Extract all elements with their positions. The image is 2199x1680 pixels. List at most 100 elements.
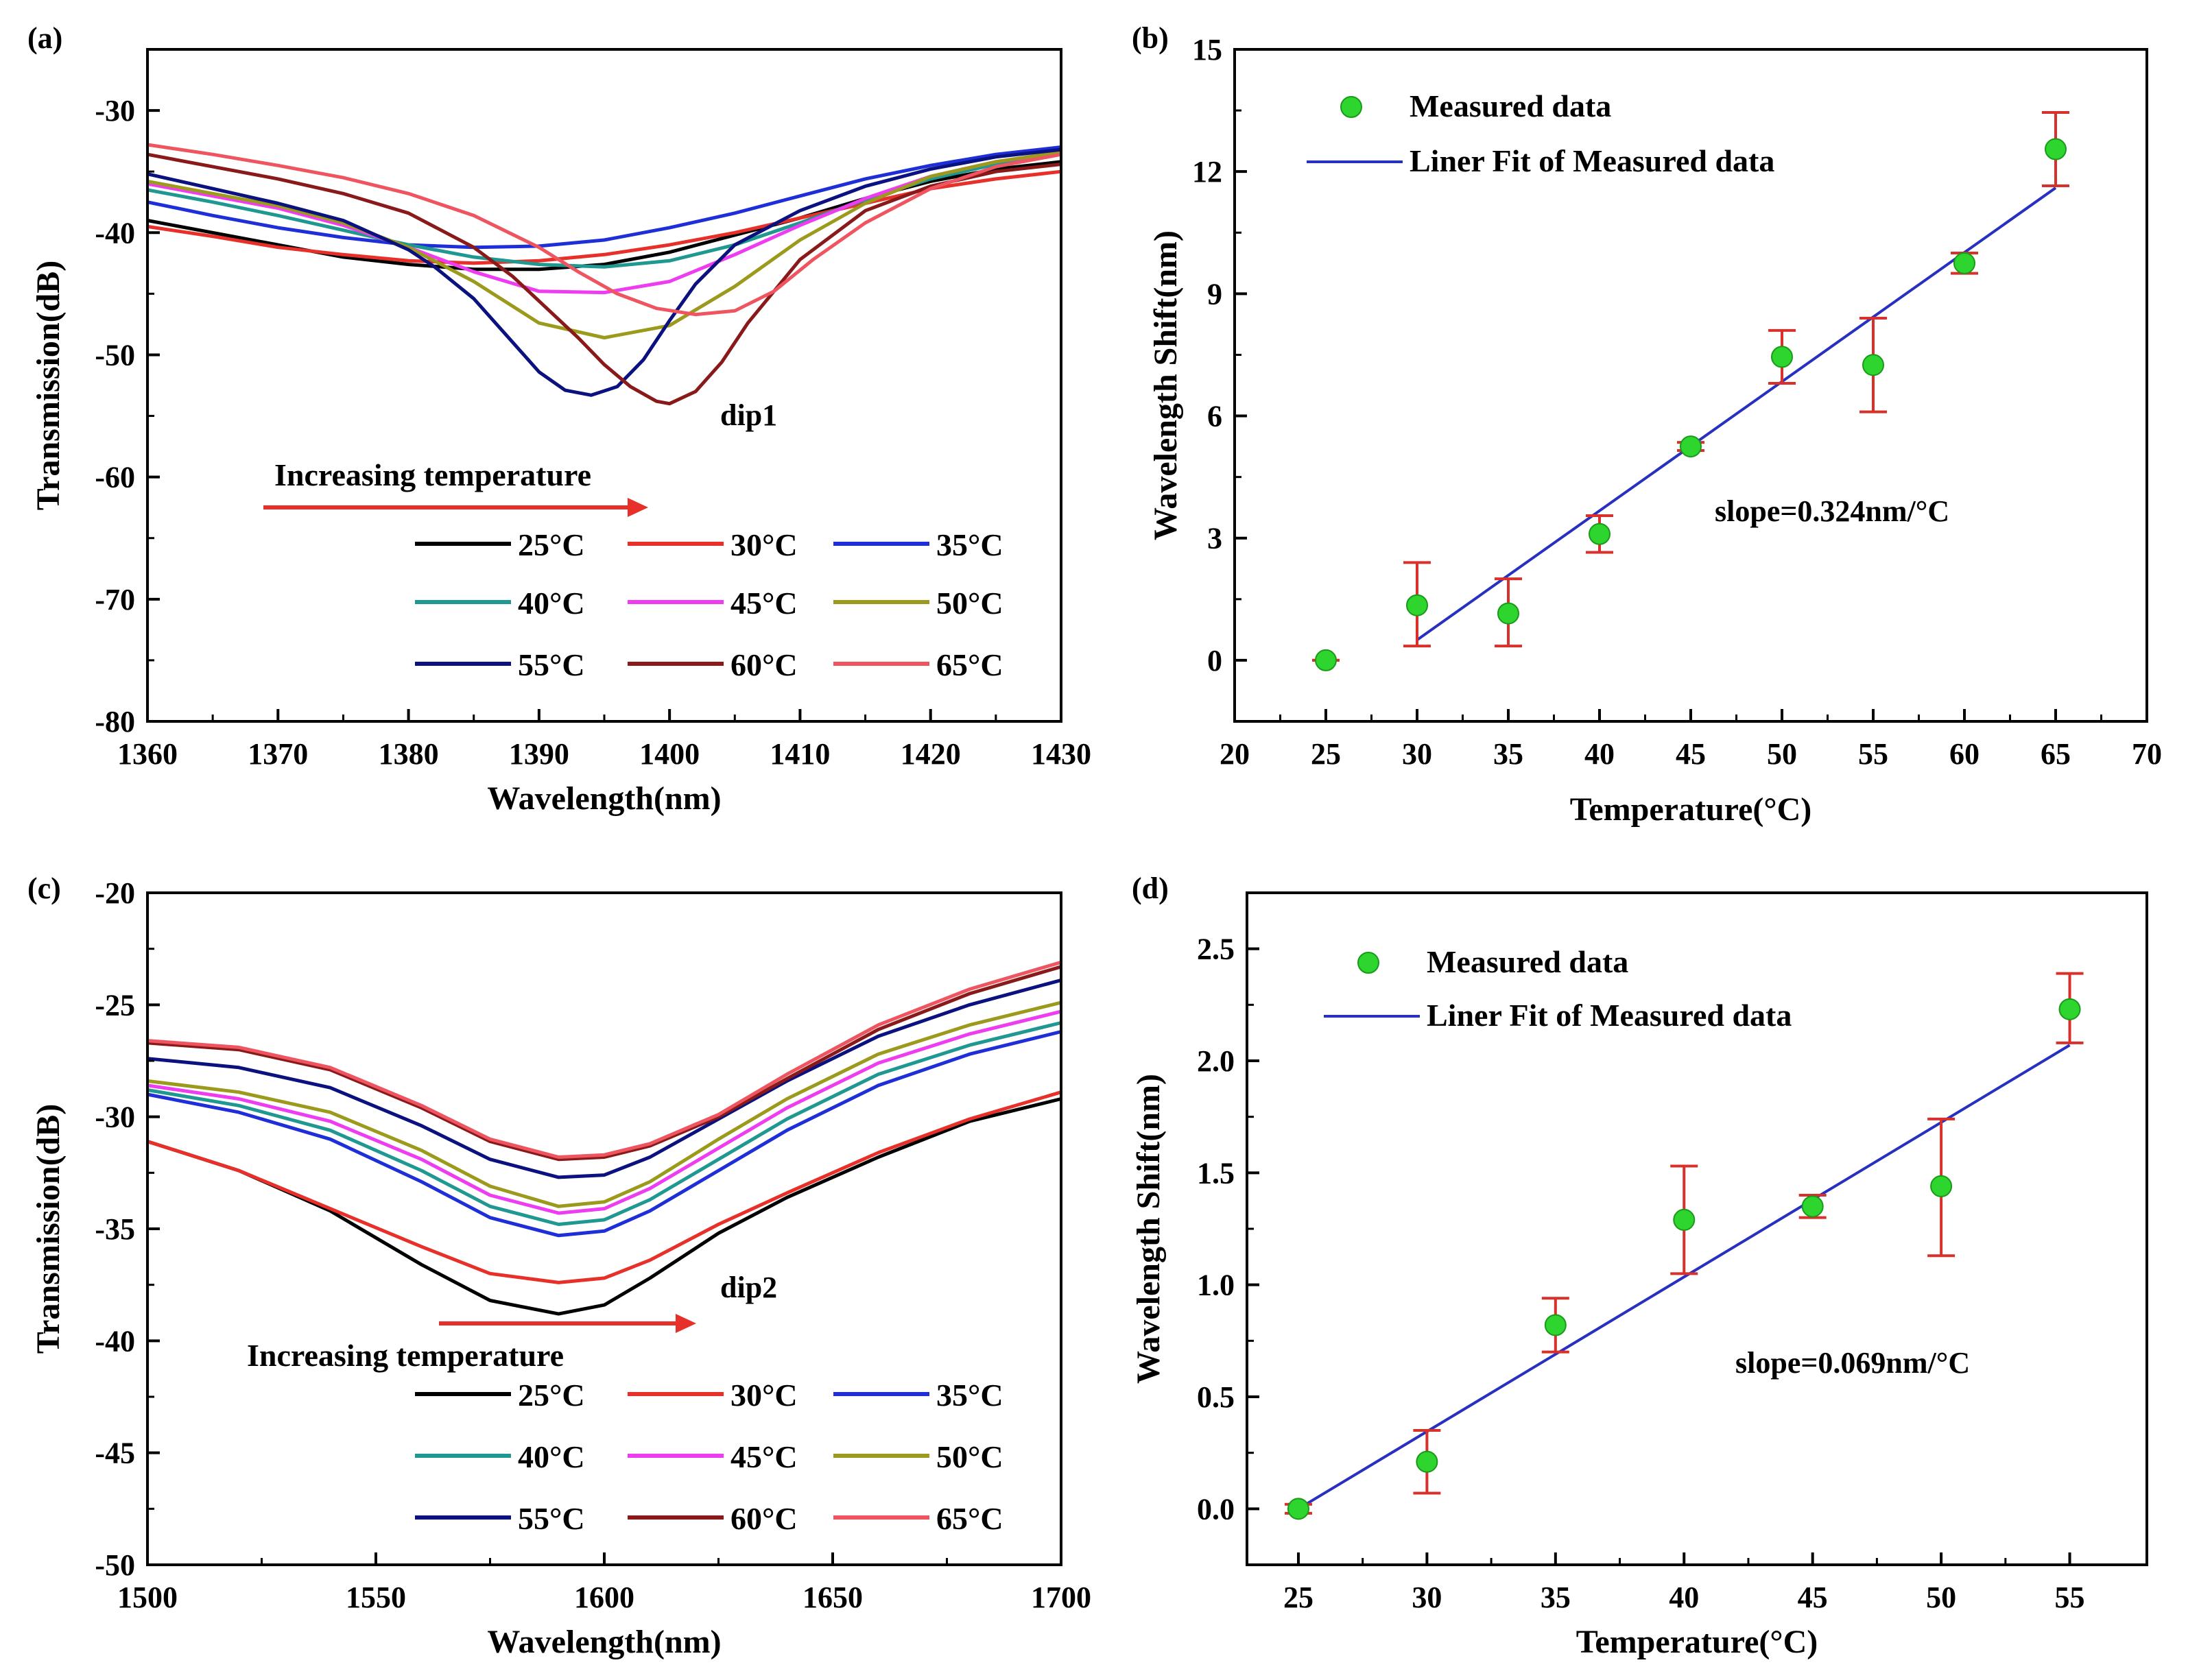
panel-d-fit (1297, 1044, 2071, 1511)
legend-label: 45°C (730, 1439, 798, 1474)
x-tick-label: 55 (1858, 737, 1888, 771)
data-point (1497, 602, 1519, 625)
x-tick-label: 30 (1402, 737, 1432, 771)
series-line-35c (147, 1030, 1062, 1238)
x-tick-label: 1600 (574, 1581, 634, 1614)
data-point (1801, 1195, 1824, 1218)
legend-label: 25°C (518, 1378, 585, 1413)
series-line-30c (147, 1090, 1062, 1284)
data-point (2045, 138, 2067, 160)
legend-label: 55°C (518, 647, 585, 682)
legend-label: 25°C (518, 527, 585, 562)
data-point (1287, 1498, 1309, 1520)
x-tick-label: 50 (1926, 1581, 1956, 1614)
series-line-55c (147, 978, 1062, 1179)
y-tick-label: 2.5 (1197, 933, 1235, 966)
panel-c-ylabel: Transmission(dB) (30, 1104, 67, 1354)
panel-d: (d) 25 30 35 40 45 50 55 0.0 0.5 1.0 1.5 2.0 2.5 Wav… (1130, 872, 2148, 1660)
panel-a-arrow-label: Increasing temperature (274, 457, 591, 492)
panel-d-xlabel: Temperature(°C) (1576, 1624, 1818, 1660)
panel-a-series (147, 143, 1062, 406)
x-tick-label: 45 (1676, 737, 1706, 771)
data-point (1771, 346, 1793, 368)
panel-c-axes: 1500 1550 1600 1650 1700 -50 -45 -40 -35 -30 -25 -2… (95, 876, 1091, 1614)
series-line-50c (147, 150, 1062, 339)
legend-label: 65°C (936, 1501, 1003, 1536)
series-line-50c (147, 1000, 1062, 1208)
series-line-55c (147, 147, 1062, 397)
series-line-45c (147, 152, 1062, 295)
panel-c-arrow-label: Increasing temperature (247, 1338, 564, 1373)
panel-c-series (147, 960, 1062, 1316)
data-point (1406, 594, 1428, 616)
legend-label: 60°C (730, 647, 798, 682)
x-tick-label: 1370 (248, 737, 308, 771)
panel-b: (b) 20 25 30 35 40 45 50 55 60 65 70 0 3 6 9 12 15 Wavel… (1132, 21, 2162, 828)
y-tick-label: -25 (95, 988, 135, 1022)
y-tick-label: -40 (95, 1324, 135, 1358)
legend-label: 55°C (518, 1501, 585, 1536)
x-tick-label: 1360 (117, 737, 178, 771)
y-tick-label: -30 (95, 94, 135, 128)
x-tick-label: 1550 (346, 1581, 406, 1614)
panel-c-arrow-head (676, 1314, 696, 1333)
series-line-25c (147, 1097, 1062, 1316)
x-tick-label: 40 (1584, 737, 1615, 771)
x-tick-label: 35 (1493, 737, 1523, 771)
data-point (1953, 252, 1975, 274)
legend-label: 50°C (936, 1439, 1003, 1474)
data-point (1673, 1208, 1696, 1231)
panel-c-dip-label: dip2 (720, 1271, 777, 1304)
y-tick-label: 0.0 (1197, 1492, 1235, 1526)
x-tick-label: 1500 (117, 1581, 178, 1614)
y-tick-label: 2.0 (1197, 1044, 1235, 1078)
series-line-40c (147, 1021, 1062, 1226)
x-tick-label: 30 (1412, 1581, 1442, 1614)
legend-label: 40°C (518, 586, 585, 621)
data-point (1544, 1314, 1567, 1336)
legend-label: 35°C (936, 527, 1003, 562)
legend-label: 30°C (730, 1378, 798, 1413)
legend-label: 40°C (518, 1439, 585, 1474)
y-tick-label: 3 (1207, 522, 1222, 555)
panel-a-label: (a) (27, 21, 62, 55)
fit-line (1297, 1044, 2071, 1511)
panel-b-xlabel: Temperature(°C) (1570, 791, 1811, 828)
x-tick-label: 1380 (379, 737, 439, 771)
y-tick-label: 12 (1192, 155, 1222, 189)
data-point (1416, 1450, 1438, 1473)
panel-b-label: (b) (1132, 21, 1169, 55)
y-tick-label: 1.5 (1197, 1156, 1235, 1190)
panel-a-dip-label: dip1 (720, 398, 777, 432)
y-tick-label: -35 (95, 1212, 135, 1246)
y-tick-label: -70 (95, 583, 135, 616)
x-tick-label: 65 (2041, 737, 2071, 771)
legend-label: 30°C (730, 527, 798, 562)
panel-d-axes: 25 30 35 40 45 50 55 0.0 0.5 1.0 1.5 2.0 2.5 (1197, 933, 2085, 1614)
legend-label: 45°C (730, 586, 798, 621)
x-tick-label: 70 (2132, 737, 2162, 771)
legend-label: 60°C (730, 1501, 798, 1536)
y-tick-label: 0.5 (1197, 1380, 1235, 1414)
x-tick-label: 40 (1669, 1581, 1699, 1614)
legend-marker (1357, 952, 1379, 974)
panel-c-xlabel: Wavelength(nm) (487, 1624, 721, 1660)
y-tick-label: -20 (95, 876, 135, 910)
x-tick-label: 50 (1767, 737, 1797, 771)
panel-b-ylabel: Wavelength Shift(nm) (1148, 230, 1184, 540)
legend-label: 65°C (936, 647, 1003, 682)
data-point (1930, 1175, 1953, 1197)
panel-b-axes: 20 25 30 35 40 45 50 55 60 65 70 0 3 6 9 12 15 (1192, 33, 2162, 771)
series-line-65c (147, 143, 1062, 317)
y-tick-label: 1.0 (1197, 1269, 1235, 1302)
series-line-65c (147, 960, 1062, 1159)
panel-a-frame (146, 48, 1062, 723)
panel-c-legend: 25°C 30°C 35°C 40°C 45°C 50°C 55°C 60°C 65°C (415, 1378, 1003, 1536)
y-tick-label: 0 (1207, 644, 1222, 677)
legend-label: 50°C (936, 586, 1003, 621)
data-point (1680, 435, 1702, 458)
panel-a-xlabel: Wavelength(nm) (487, 780, 721, 817)
x-tick-label: 35 (1541, 1581, 1571, 1614)
x-tick-label: 55 (2055, 1581, 2085, 1614)
panel-d-frame (1246, 891, 2148, 1566)
